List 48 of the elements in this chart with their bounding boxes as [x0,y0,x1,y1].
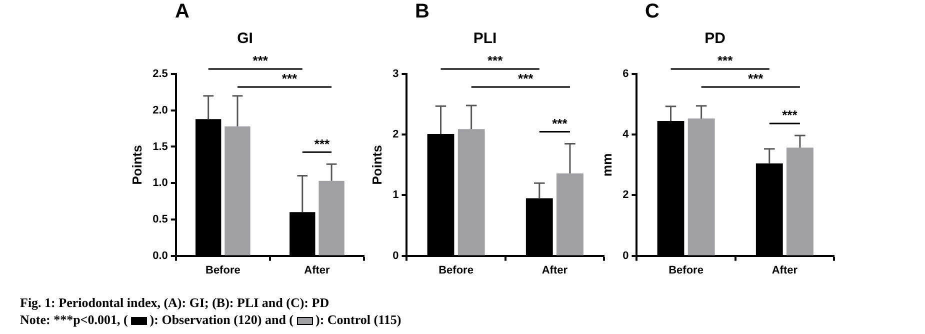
y-axis-title: mm [599,153,614,176]
y-tick-label: 1.0 [152,177,168,190]
bar [458,129,485,256]
text: *** [717,53,734,68]
text: *** [487,53,504,68]
y-tick-label: 3 [392,68,399,80]
chart-title: PLI [473,30,497,48]
bar [688,118,715,256]
text: Note: ***p<0.001, ( [20,312,128,327]
caption: Fig. 1: Periodontal index, (A): GI; (B): PLI and (C): PD [20,294,330,311]
annotation: *** [782,108,798,123]
y-tick-label: 2 [392,128,399,141]
chart-title: GI [237,30,253,48]
annotation: *** [748,71,764,86]
x-tick-label: After [542,264,568,276]
text: ): Control (115) [316,312,402,327]
bar [224,126,250,256]
x-tick-label: Before [668,264,704,276]
annotation: *** [314,136,330,152]
y-tick-label: 4 [622,128,630,141]
chart-title: PD [704,30,726,48]
y-tick-label: 1.5 [152,140,168,153]
text: ): Observation (120) and ( [150,312,294,327]
x-tick-label: After [772,264,798,276]
annotation: *** [282,71,298,86]
x-tick-label: After [304,264,331,276]
text: C [645,0,660,23]
y-tick-label: 1 [392,189,399,202]
y-axis-title: Points [369,145,384,185]
text: B [415,0,430,23]
y-tick-label: 0.5 [152,213,168,226]
text: A [175,0,190,23]
annotation: *** [552,116,568,131]
x-tick-label: Before [438,264,474,276]
bar [556,173,584,256]
y-tick-label: 0 [622,250,629,262]
y-tick-label: 0.0 [152,250,168,262]
y-tick-label: 0 [392,250,399,262]
y-tick-label: 2 [622,189,629,202]
annotation: *** [518,71,534,86]
x-tick-label: Before [205,264,240,276]
bar [786,148,814,256]
bar [318,180,344,256]
text: *** [252,53,269,68]
y-axis-title: Points [129,145,144,185]
y-tick-label: 6 [622,68,629,80]
y-tick-label: 2.5 [152,68,168,80]
y-tick-label: 2.0 [152,104,168,116]
